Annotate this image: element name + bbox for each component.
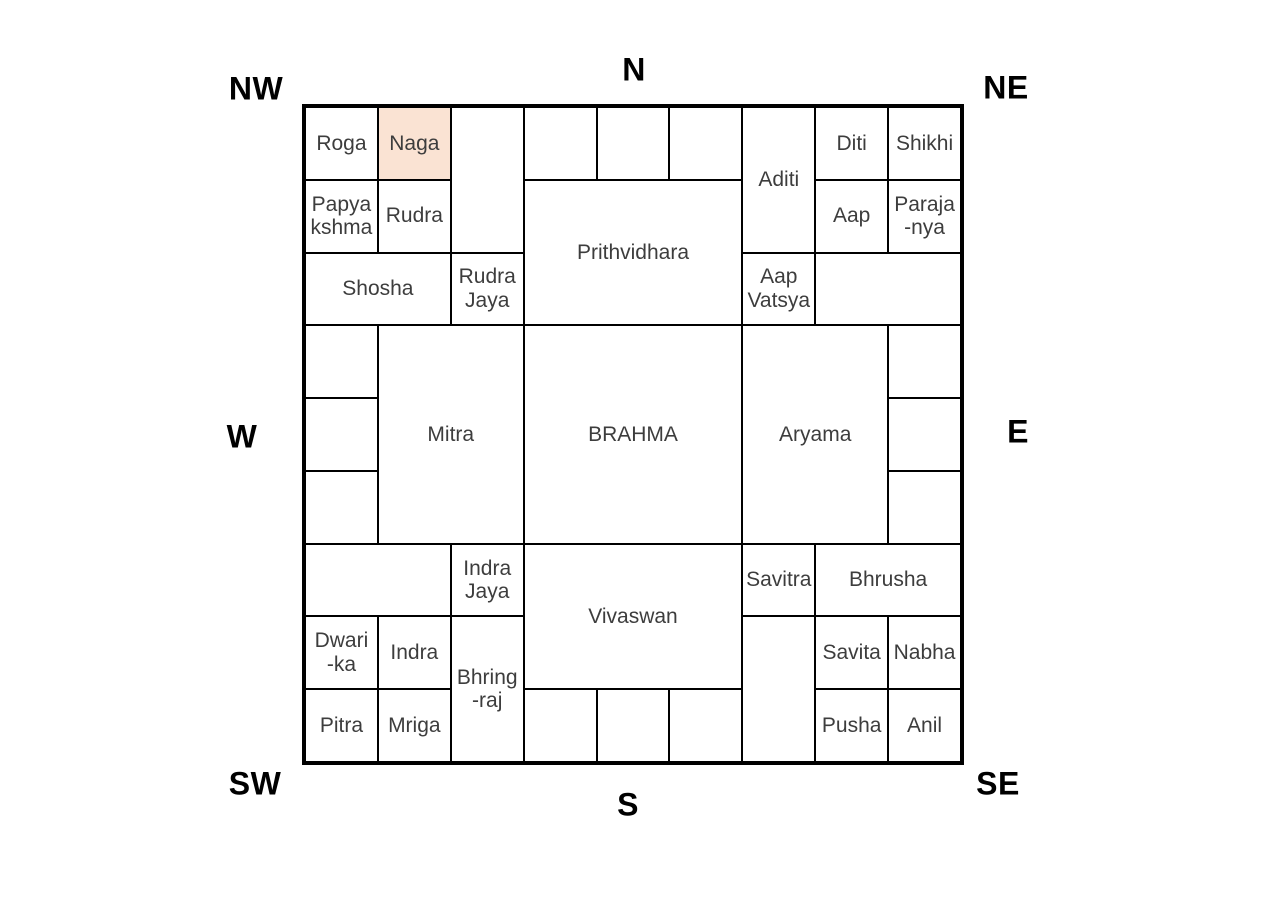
compass-label-southwest: SW xyxy=(228,765,282,802)
cell-empty-r9c5 xyxy=(596,689,670,762)
cell-empty-r1c5 xyxy=(596,107,670,180)
cell-pitra: Pitra xyxy=(305,689,378,762)
cell-savitra: Savitra xyxy=(742,543,816,617)
cell-parajanya: Paraja -nya xyxy=(888,179,961,253)
cell-naga: Naga xyxy=(377,107,451,180)
cell-label: Papya kshma xyxy=(310,192,373,240)
cell-label: Anil xyxy=(907,713,943,737)
cell-empty-r1c3 xyxy=(450,107,524,253)
cell-empty-r5c9 xyxy=(888,398,961,471)
cell-label: Pitra xyxy=(319,713,364,737)
cell-roga: Roga xyxy=(305,107,378,180)
cell-empty-r7c1 xyxy=(305,543,451,617)
cell-mitra: Mitra xyxy=(377,325,524,544)
cell-empty-r4c1 xyxy=(305,325,378,399)
cell-aditi: Aditi xyxy=(742,107,816,253)
cell-papyakshma: Papya kshma xyxy=(305,179,378,253)
compass-label-east: E xyxy=(1007,413,1029,450)
cell-nabha: Nabha xyxy=(888,616,961,690)
compass-label-northwest: NW xyxy=(228,70,284,107)
cell-brahma: BRAHMA xyxy=(523,325,743,544)
cell-label: Bhrusha xyxy=(848,568,928,592)
cell-empty-r4c9 xyxy=(888,325,961,399)
cell-empty-r5c1 xyxy=(305,398,378,471)
cell-label: Nabha xyxy=(893,641,956,665)
cell-label: Shikhi xyxy=(895,131,954,155)
cell-aap-vatsya: Aap Vatsya xyxy=(742,252,816,326)
compass-label-west: W xyxy=(226,418,258,455)
cell-label: Shosha xyxy=(342,277,414,301)
cell-bhringraj: Bhring -raj xyxy=(450,616,524,762)
compass-label-north: N xyxy=(622,51,646,88)
cell-empty-r6c1 xyxy=(305,470,378,544)
cell-aap: Aap xyxy=(815,179,889,253)
compass-label-southeast: SE xyxy=(976,765,1020,802)
cell-label: Savitra xyxy=(746,568,812,592)
cell-empty-r6c9 xyxy=(888,470,961,544)
cell-empty-r1c6 xyxy=(669,107,743,180)
cell-bhrusha: Bhrusha xyxy=(815,543,961,617)
cell-label: Aap Vatsya xyxy=(747,265,811,312)
cell-diti: Diti xyxy=(815,107,889,180)
cell-label: Bhring -raj xyxy=(456,665,518,713)
cell-label: BRAHMA xyxy=(588,422,678,446)
cell-label: Aap xyxy=(832,204,871,228)
cell-rudra: Rudra xyxy=(377,179,451,253)
cell-shikhi: Shikhi xyxy=(888,107,961,180)
cell-empty-r3c8 xyxy=(815,252,961,326)
cell-label: Pusha xyxy=(821,713,882,737)
compass-label-northeast: NE xyxy=(983,69,1029,106)
cell-label: Savita xyxy=(822,641,881,665)
cell-prithvidhara: Prithvidhara xyxy=(523,179,743,326)
vastu-mandala-grid: Roga Naga Aditi Diti Shikhi Papya kshma Rudra Pr… xyxy=(302,104,964,765)
cell-label: Rudra xyxy=(385,204,443,228)
cell-shosha: Shosha xyxy=(305,252,451,326)
cell-aryama: Aryama xyxy=(742,325,889,544)
compass-label-south: S xyxy=(617,786,639,823)
cell-label: Diti xyxy=(836,131,867,155)
cell-label: Mitra xyxy=(427,422,475,446)
cell-vivaswan: Vivaswan xyxy=(523,543,743,690)
cell-label: Vivaswan xyxy=(588,604,678,628)
cell-label: Indra xyxy=(390,641,439,665)
cell-mriga: Mriga xyxy=(377,689,451,762)
cell-label: Rudra Jaya xyxy=(458,265,516,312)
cell-indra-jaya: Indra Jaya xyxy=(450,543,524,617)
cell-label: Dwari -ka xyxy=(314,629,369,676)
cell-dwarika: Dwari -ka xyxy=(305,616,378,690)
cell-label: Indra Jaya xyxy=(463,556,512,604)
cell-label: Aryama xyxy=(779,422,852,446)
cell-label: Mriga xyxy=(388,713,441,737)
cell-indra: Indra xyxy=(377,616,451,690)
cell-label: Naga xyxy=(389,131,440,155)
cell-rudra-jaya: Rudra Jaya xyxy=(450,252,524,326)
cell-label: Roga xyxy=(316,131,367,155)
cell-empty-r9c4 xyxy=(523,689,597,762)
cell-anil: Anil xyxy=(888,689,961,762)
cell-pusha: Pusha xyxy=(815,689,889,762)
cell-label: Aditi xyxy=(758,168,800,192)
cell-empty-r8c7 xyxy=(742,616,816,762)
cell-empty-r9c6 xyxy=(669,689,743,762)
cell-empty-r1c4 xyxy=(523,107,597,180)
cell-label: Paraja -nya xyxy=(894,192,955,240)
cell-label: Prithvidhara xyxy=(576,240,690,264)
cell-savita: Savita xyxy=(815,616,889,690)
